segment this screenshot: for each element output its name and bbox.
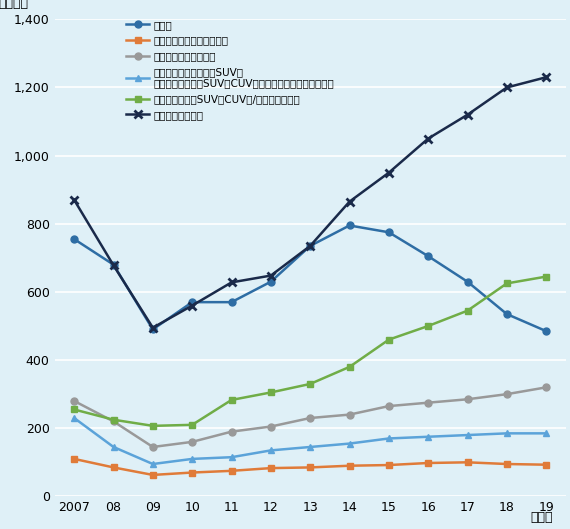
Text: （年）: （年） — [531, 510, 553, 524]
Legend: 乗用車, ミニバン・フルサイズバン, ピックアップトラック, スポーツ用多目的車（SUV）
〔クロスオーバーSUV（CUV）、スポーツワゴンを除く〕, クロスオ: 乗用車, ミニバン・フルサイズバン, ピックアップトラック, スポーツ用多目的車… — [126, 20, 334, 120]
Y-axis label: （万台）: （万台） — [0, 0, 28, 10]
